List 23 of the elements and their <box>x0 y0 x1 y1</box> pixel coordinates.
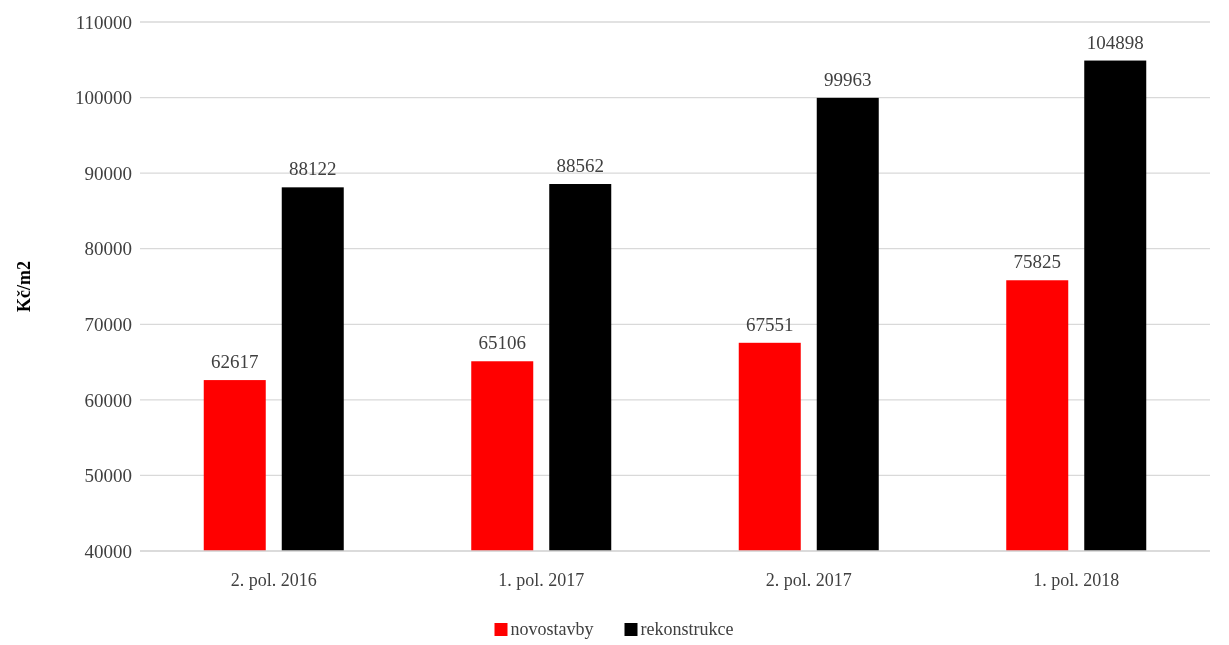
legend-label: rekonstrukce <box>640 619 734 639</box>
y-tick-label: 50000 <box>84 465 132 487</box>
y-axis-title: Kč/m2 <box>14 261 34 312</box>
x-tick-label: 2. pol. 2016 <box>230 570 317 590</box>
x-tick-label: 1. pol. 2018 <box>1033 570 1120 590</box>
data-label: 65106 <box>478 332 526 354</box>
y-tick-label: 110000 <box>75 11 132 33</box>
data-label: 104898 <box>1086 31 1144 53</box>
x-tick-label: 2. pol. 2017 <box>765 570 852 590</box>
y-tick-label: 90000 <box>84 162 132 184</box>
data-label: 67551 <box>746 313 794 335</box>
y-tick-label: 40000 <box>84 540 132 562</box>
y-tick-label: 100000 <box>75 87 132 109</box>
data-label: 88562 <box>556 155 604 177</box>
data-label: 75825 <box>1013 251 1061 273</box>
data-label: 62617 <box>211 351 259 373</box>
y-tick-label: 80000 <box>84 238 132 260</box>
y-tick-label: 60000 <box>84 389 132 411</box>
y-tick-label: 70000 <box>84 313 132 335</box>
data-label: 99963 <box>824 68 872 90</box>
legend-label: novostavby <box>510 619 594 639</box>
data-label: 88122 <box>289 158 337 180</box>
x-tick-label: 1. pol. 2017 <box>498 570 585 590</box>
